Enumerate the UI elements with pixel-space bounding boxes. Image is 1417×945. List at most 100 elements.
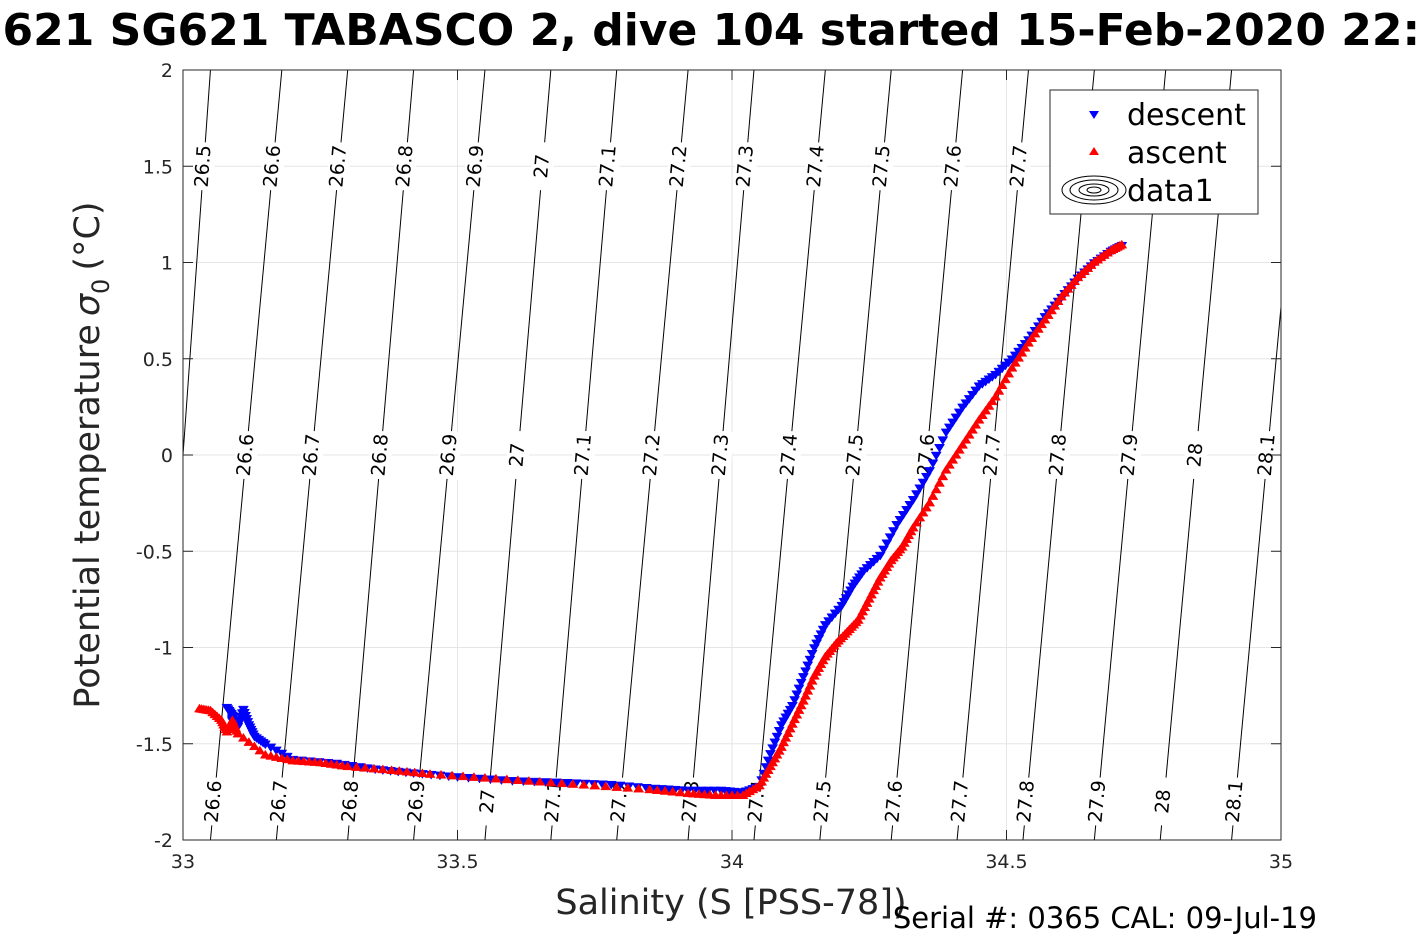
ascent-point bbox=[996, 380, 1008, 389]
contour-label: 27 bbox=[530, 153, 554, 179]
ascent-point bbox=[1019, 342, 1031, 352]
ascent-point bbox=[1029, 328, 1041, 338]
ascent-point bbox=[917, 507, 929, 517]
legend-marker-contour bbox=[1078, 183, 1110, 197]
ascent-point bbox=[970, 419, 982, 429]
contour-label-mask bbox=[842, 430, 869, 480]
ascent-point bbox=[920, 502, 932, 512]
contour-label-mask bbox=[200, 776, 228, 827]
ascent-point bbox=[1052, 296, 1064, 306]
contour-label: 27.5 bbox=[842, 433, 868, 477]
y-tick-label: 2 bbox=[161, 60, 173, 82]
ascent-point bbox=[940, 464, 952, 474]
y-tick-label: -0.5 bbox=[136, 541, 173, 563]
contour-label: 27.1 bbox=[595, 144, 621, 188]
y-tick-label: 0.5 bbox=[143, 349, 173, 371]
ascent-point bbox=[435, 769, 447, 779]
ascent-point bbox=[993, 386, 1005, 395]
contour-label-mask bbox=[881, 776, 908, 827]
ascent-point bbox=[983, 401, 995, 410]
ascent-point bbox=[667, 786, 679, 796]
ascent-point bbox=[659, 786, 671, 795]
ascent-point bbox=[651, 785, 663, 794]
y-tick-label: 1 bbox=[161, 253, 173, 275]
x-axis-label: Salinity (S [PSS-78]) bbox=[555, 883, 906, 923]
contour-label: 26.8 bbox=[392, 144, 418, 188]
ascent-point bbox=[644, 784, 656, 794]
contour-label: 27 bbox=[505, 442, 529, 468]
ascent-point bbox=[578, 779, 590, 789]
ascent-point bbox=[386, 765, 398, 774]
contour-label: 27.8 bbox=[1045, 433, 1071, 477]
ascent-point bbox=[937, 471, 949, 481]
ascent-point bbox=[567, 779, 579, 788]
contour-label: 26.9 bbox=[436, 433, 462, 477]
contour-label: 26.7 bbox=[266, 779, 292, 823]
descent-point bbox=[914, 484, 926, 494]
ascent-point bbox=[797, 695, 809, 705]
descent-point bbox=[884, 533, 896, 543]
ascent-point bbox=[791, 709, 803, 719]
ascent-point bbox=[622, 782, 634, 792]
contour-label-mask bbox=[708, 430, 735, 480]
contour-label-mask bbox=[1013, 776, 1040, 827]
ascent-point bbox=[534, 776, 546, 786]
contour-label: 26.6 bbox=[201, 779, 227, 823]
y-tick-label: -1 bbox=[154, 638, 173, 660]
contour-label: 27.3 bbox=[708, 433, 734, 477]
ascent-point bbox=[980, 405, 992, 415]
contour-label-mask bbox=[475, 776, 502, 827]
contour-label-mask bbox=[298, 430, 326, 480]
legend-marker-descent bbox=[1089, 111, 1099, 119]
ascent-point bbox=[1006, 362, 1018, 372]
contour-label: 27.3 bbox=[732, 144, 758, 188]
legend-label-ascent: ascent bbox=[1127, 136, 1227, 171]
contour-label-mask bbox=[232, 430, 260, 480]
ascent-point bbox=[446, 770, 458, 780]
chart-title: SG621 SG621 TABASCO 2, dive 104 started … bbox=[0, 5, 1417, 56]
ascent-point bbox=[914, 512, 926, 522]
ascent-point bbox=[674, 787, 686, 797]
contour-label-mask bbox=[190, 141, 217, 191]
contour-label: 27.4 bbox=[776, 433, 802, 477]
legend-marker-contour bbox=[1086, 186, 1102, 194]
y-tick-label: 1.5 bbox=[143, 156, 173, 178]
ascent-point bbox=[1023, 337, 1034, 347]
ascent-point bbox=[351, 762, 362, 771]
ascent-point bbox=[1009, 357, 1021, 367]
contour-label: 26.7 bbox=[299, 433, 325, 477]
serial-cal-footer: Serial #: 0365 CAL: 09-Jul-19 bbox=[893, 901, 1317, 935]
contour-label-mask bbox=[1006, 141, 1033, 192]
contour-label-mask bbox=[1254, 430, 1281, 480]
contour-label: 28.1 bbox=[1222, 779, 1248, 823]
ascent-point bbox=[795, 700, 807, 710]
ascent-point bbox=[934, 478, 945, 487]
ascent-point bbox=[1046, 305, 1057, 315]
ascent-point bbox=[254, 745, 266, 755]
ascent-point bbox=[775, 742, 787, 751]
x-tick-label: 33.5 bbox=[436, 851, 478, 873]
descent-point bbox=[917, 478, 929, 488]
contour-label-mask bbox=[1221, 776, 1249, 827]
contour-label-mask bbox=[639, 430, 666, 480]
legend-marker-contour bbox=[1061, 175, 1127, 205]
y-tick-label: -2 bbox=[154, 830, 173, 852]
descent-point bbox=[874, 551, 886, 561]
contour-label: 27.6 bbox=[940, 144, 966, 188]
ascent-point bbox=[784, 723, 796, 733]
legend-label-descent: descent bbox=[1127, 98, 1246, 133]
contour-label-mask bbox=[266, 776, 294, 827]
ascent-point bbox=[967, 424, 978, 434]
ascent-point bbox=[237, 732, 249, 742]
x-tick-label: 35 bbox=[1269, 851, 1293, 873]
ascent-point bbox=[490, 773, 502, 783]
legend-box bbox=[1049, 89, 1259, 215]
ascent-point bbox=[793, 705, 805, 714]
ascent-point bbox=[368, 763, 380, 773]
ascent-point bbox=[1039, 314, 1051, 324]
descent-point bbox=[605, 780, 617, 790]
ascent-point bbox=[950, 449, 962, 459]
contour-label: 27.3 bbox=[678, 779, 704, 823]
contour-label-mask bbox=[436, 430, 463, 480]
